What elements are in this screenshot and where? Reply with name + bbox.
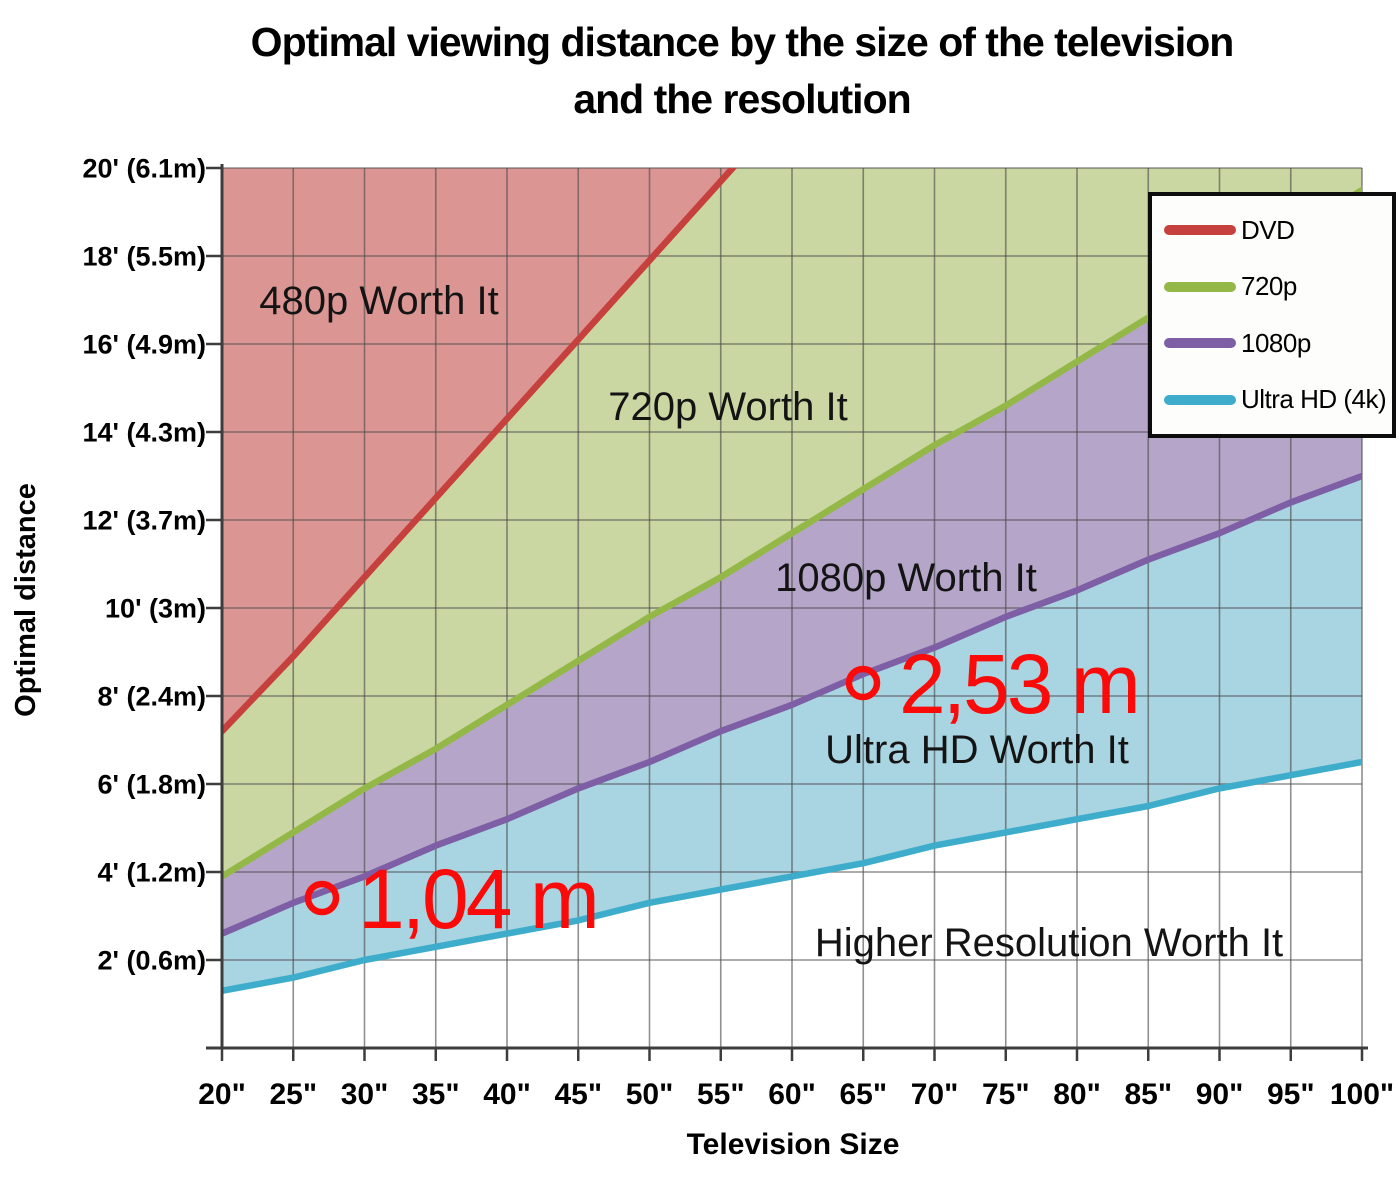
x-tick-label: 70" [911,1078,959,1111]
series-line-dvd [222,168,738,735]
x-tick-labels: 20" 25" 30" 35" 40" 45" 50" 55" 60" 65" 70" 75" 80" 8… [198,1078,1394,1111]
x-tick-label: 75" [982,1078,1030,1111]
x-tick-label: 60" [768,1078,816,1111]
x-tick-label: 35" [412,1078,460,1111]
x-tick-label: 30" [341,1078,389,1111]
y-tick-label: 8' (2.4m) [98,682,206,712]
y-tick-label: 4' (1.2m) [98,858,206,888]
y-tick-label: 16' (4.9m) [83,330,206,360]
annotation-text-2-53-m: 2,53 m [899,637,1138,731]
legend-item-dvd: DVD [1152,215,1392,246]
legend-item-720p: 720p [1152,271,1392,302]
legend-item-1080p: 1080p [1152,328,1392,359]
chart-title-line1: Optimal viewing distance by the size of … [250,19,1235,65]
x-tick-label: 90" [1196,1078,1244,1111]
y-tick-label: 18' (5.5m) [83,242,206,272]
annotation-text-1-04-m: 1,04 m [358,852,597,946]
region-label-480p-worth-it: 480p Worth It [259,279,498,323]
x-tick-label: 95" [1267,1078,1315,1111]
y-tick-labels: 2' (0.6m) 4' (1.2m) 6' (1.8m) 8' (2.4m) 10' … [83,154,206,976]
y-tick-label: 2' (0.6m) [98,946,206,976]
series-line-1080p [222,472,1362,937]
chart-title: Optimal viewing distance by the size of … [250,14,1235,128]
region-label-ultra-hd-worth-it: Ultra HD Worth It [825,728,1129,772]
region-label-720p-worth-it: 720p Worth It [608,385,847,429]
legend-label-1080p: 1080p [1241,327,1311,358]
legend: DVD 720p 1080p Ultra HD (4k) [1148,192,1396,438]
region-label-higher-resolution-worth-it: Higher Resolution Worth It [815,921,1283,965]
x-tick-label: 40" [483,1078,531,1111]
legend-swatch-720p [1164,281,1236,292]
legend-label-720p: 720p [1241,271,1297,302]
x-tick-label: 100" [1330,1078,1394,1111]
x-tick-label: 45" [554,1078,602,1111]
x-tick-label: 55" [697,1078,745,1111]
legend-item-ultra-hd-4k: Ultra HD (4k) [1152,384,1392,415]
legend-swatch-dvd [1164,225,1236,236]
y-tick-label: 10' (3m) [105,594,206,624]
chart-title-line2: and the resolution [573,76,911,122]
annotation-marker-2-53-m [845,665,881,701]
x-tick-label: 20" [198,1078,246,1111]
y-tick-label: 6' (1.8m) [98,770,206,800]
y-tick-label: 20' (6.1m) [83,154,206,184]
axes [206,164,1368,1050]
x-tick-label: 80" [1053,1078,1101,1111]
series-line-ultra-hd-4k [222,758,1362,995]
annotations: 1,04 m 2,53 m [304,637,1141,946]
region-labels: 480p Worth It 720p Worth It 1080p Worth It… [259,279,1283,965]
annotation-marker-1-04-m [304,880,340,916]
tick-marks [206,166,1364,1061]
x-tick-label: 25" [269,1078,317,1111]
legend-label-dvd: DVD [1241,214,1295,245]
legend-swatch-1080p [1164,338,1236,349]
legend-swatch-ultra-hd-4k [1164,394,1236,405]
x-tick-label: 50" [626,1078,674,1111]
x-tick-label: 85" [1124,1078,1172,1111]
x-axis-title: Television Size [686,1128,900,1161]
y-tick-label: 12' (3.7m) [83,506,206,536]
legend-label-ultra-hd-4k: Ultra HD (4k) [1241,384,1387,415]
region-label-1080p-worth-it: 1080p Worth It [775,556,1037,600]
x-tick-label: 65" [839,1078,887,1111]
y-tick-label: 14' (4.3m) [83,418,206,448]
